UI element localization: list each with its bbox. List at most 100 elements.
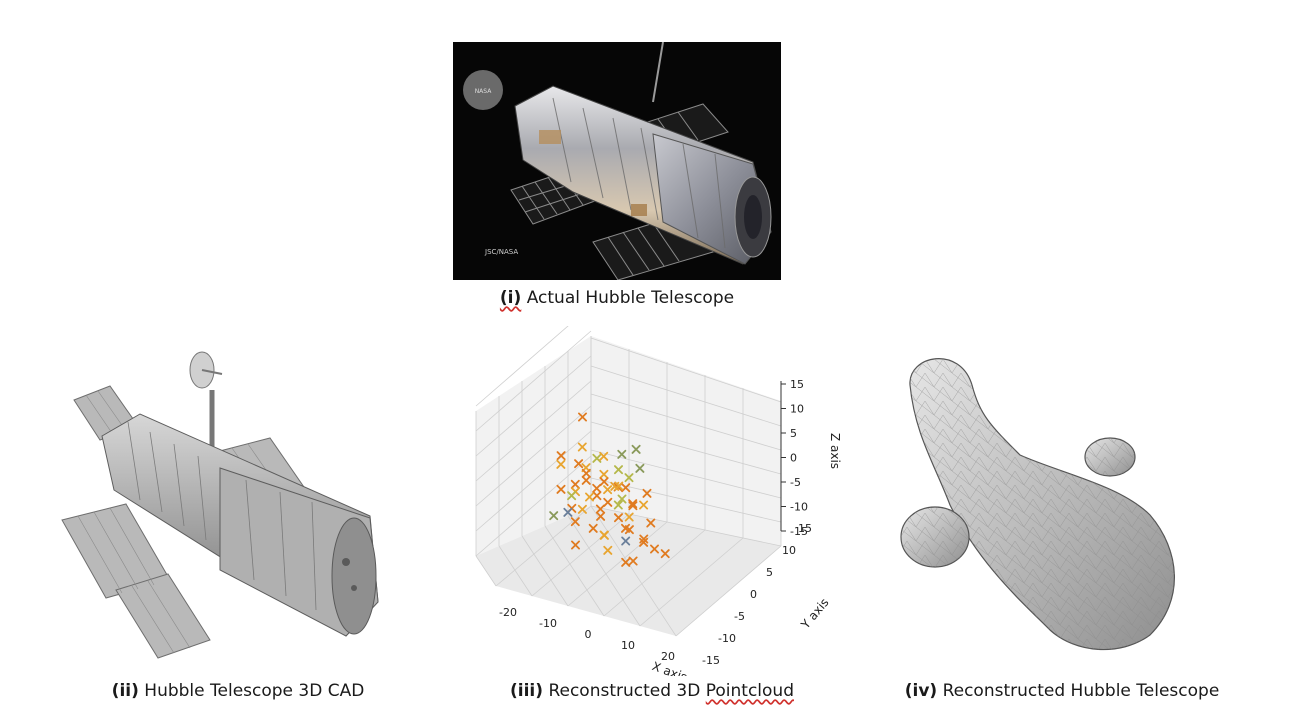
data-point (603, 545, 613, 555)
data-point (571, 540, 580, 550)
data-point (577, 504, 587, 514)
grid-line (590, 449, 782, 499)
y-tick-label: 15 (798, 522, 812, 535)
grid-line (531, 513, 630, 597)
grid-line (590, 421, 782, 475)
grid-line (475, 555, 497, 587)
z-tick-label: -5 (790, 476, 801, 489)
grid-line (544, 525, 605, 617)
z-tick-label: -15 (790, 525, 808, 538)
data-point (613, 500, 623, 510)
hubble-cad-render (50, 340, 390, 670)
data-point (592, 491, 602, 501)
y-tick-label: -15 (702, 654, 720, 667)
x-tick-label: -20 (499, 606, 517, 619)
z-axis-label: Z axis (828, 433, 842, 469)
data-point (617, 494, 627, 504)
hubble-photo: NASA JS (453, 42, 781, 280)
caption-iv-text: Reconstructed Hubble Telescope (942, 681, 1220, 701)
data-point (592, 453, 602, 463)
data-point (614, 481, 624, 491)
data-point (621, 557, 631, 567)
data-point (592, 483, 602, 493)
mesh-drawing (900, 358, 1175, 651)
data-point (660, 549, 670, 559)
hubble-cad-drawing (61, 351, 379, 659)
caption-iii-text: Reconstructed 3D (548, 681, 706, 701)
y-tick-label: 10 (782, 544, 796, 557)
z-tick-label: 15 (790, 378, 804, 391)
photo-credit-text: JSC/NASA (484, 248, 518, 256)
data-point (570, 479, 580, 489)
x-tick-label: 0 (585, 628, 592, 641)
data-point (556, 451, 566, 461)
data-point (628, 556, 638, 566)
data-point (613, 465, 624, 475)
data-point (646, 518, 656, 528)
grid-line (567, 515, 641, 627)
caption-iii-label: (iii) (510, 681, 544, 701)
grid-line (590, 505, 782, 547)
data-point (596, 511, 606, 521)
data-point (620, 523, 631, 533)
caption-i-label: (i) (499, 288, 522, 308)
data-point (563, 507, 573, 517)
data-point (578, 412, 587, 422)
y-tick-label: 0 (750, 588, 757, 601)
grid-line (495, 505, 592, 587)
caption-ii-text: Hubble Telescope 3D CAD (144, 681, 365, 701)
data-point (556, 484, 566, 494)
data-point (585, 492, 594, 502)
data-point (624, 512, 634, 522)
grid-line (475, 455, 592, 557)
grid-line (498, 545, 533, 597)
data-point (621, 536, 631, 546)
grid-line (590, 337, 782, 403)
data-point (599, 477, 609, 487)
grid-line (521, 535, 569, 607)
data-point (628, 499, 638, 509)
data-point (603, 497, 613, 507)
data-point (621, 483, 631, 493)
caption-ii: (ii) Hubble Telescope 3D CAD (112, 681, 365, 701)
data-point (617, 449, 627, 459)
data-point (570, 517, 580, 527)
data-point (599, 451, 609, 461)
grid-line (567, 521, 668, 607)
x-tick-label: 20 (661, 650, 675, 663)
data-point (628, 501, 638, 511)
y-tick-label: -10 (718, 632, 736, 645)
data-point (581, 475, 591, 485)
data-point (595, 504, 605, 514)
data-point (613, 513, 624, 523)
data-point (639, 500, 649, 510)
data-point (599, 469, 609, 479)
grid-line (590, 505, 677, 637)
caption-iii: (iii) Reconstructed 3D Pointcloud (510, 681, 794, 701)
data-point (624, 473, 634, 483)
grid-line (603, 529, 706, 617)
grid-line (475, 355, 592, 457)
grid-line (475, 405, 592, 507)
data-point (556, 459, 566, 469)
data-point (642, 488, 652, 498)
data-point (599, 530, 609, 540)
data-point (631, 444, 641, 454)
data-point (649, 544, 660, 554)
caption-iv: (iv) Reconstructed Hubble Telescope (905, 681, 1220, 701)
nasa-logo-text: NASA (475, 88, 493, 95)
x-tick-label: 10 (621, 639, 635, 652)
caption-i-text: Actual Hubble Telescope (526, 288, 735, 308)
grid-line (475, 330, 592, 432)
y-tick-label: 5 (766, 566, 773, 579)
grid-line (639, 537, 744, 627)
data-point (588, 523, 598, 533)
reconstructed-mesh (880, 345, 1210, 665)
data-point (567, 491, 577, 501)
z-tick-label: 10 (790, 403, 804, 416)
x-tick-label: -10 (539, 617, 557, 630)
data-point (635, 463, 645, 473)
grid-line (590, 393, 782, 451)
caption-ii-label: (ii) (111, 681, 139, 701)
